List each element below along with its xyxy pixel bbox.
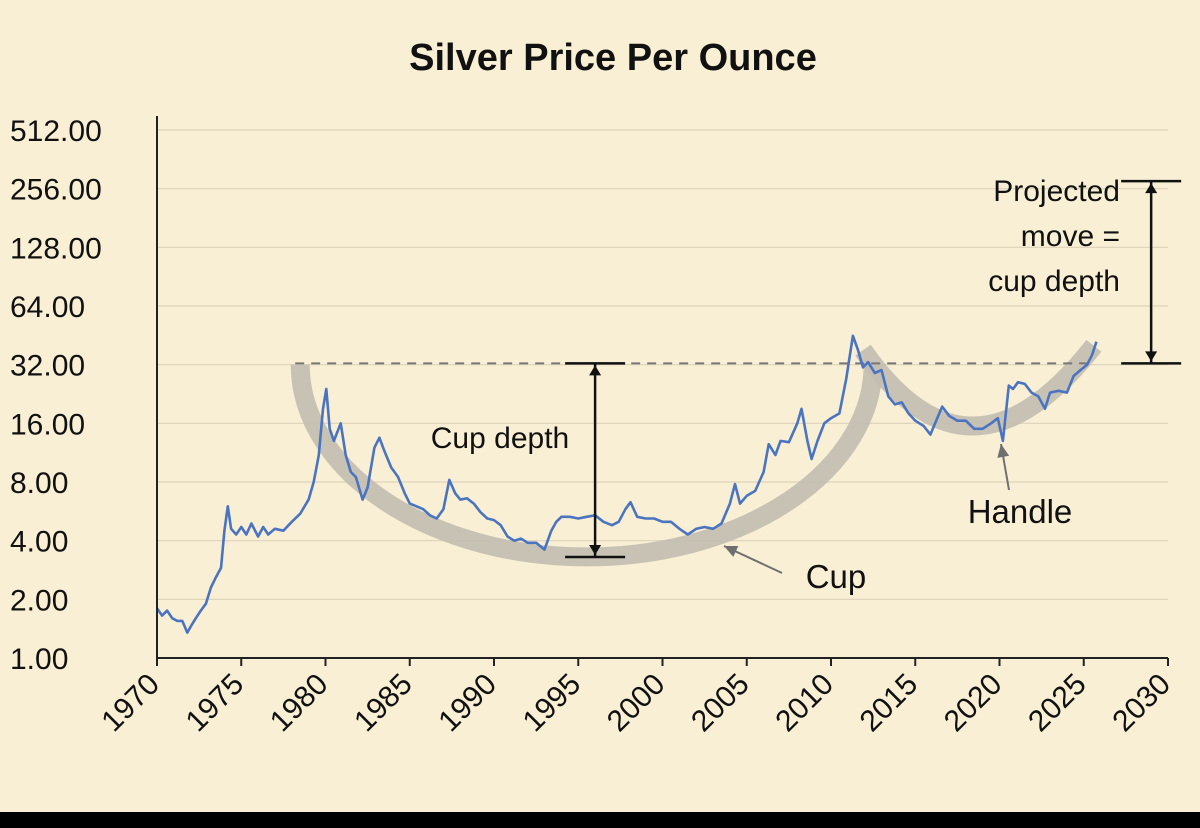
chart-title: Silver Price Per Ounce [409,37,817,79]
handle-label: Handle [968,493,1073,530]
price-series [155,334,1098,634]
cup-depth-bracket-arrow-down [589,544,602,555]
y-tick-label: 2.00 [10,584,68,617]
projected-move-bracket-arrow-down [1145,351,1158,362]
bottom-black-bar [0,812,1200,828]
y-tick-label: 8.00 [10,467,68,500]
projected-move-bracket [1121,179,1182,365]
cup-pointer-arrow-head [724,546,739,557]
handle-pointer-arrow [997,443,1010,491]
projected-label-line-3: cup depth [988,265,1120,298]
y-axis-labels: 1.00 2.00 4.00 8.00 16.00 32.00 64.00 128.00 256… [10,115,102,676]
y-tick-label: 16.00 [10,408,85,441]
cup-depth-label: Cup depth [431,422,569,455]
y-tick-label: 1.00 [10,643,68,676]
projected-label-line-2: move = [1021,220,1120,253]
projected-label-line-1: Projected [993,175,1120,208]
y-tick-label: 256.00 [10,174,102,207]
y-tick-label: 32.00 [10,350,85,383]
projected-move-bracket-arrow-up [1145,183,1158,194]
axes [156,116,1169,666]
handle-band [855,339,1102,436]
y-tick-label: 64.00 [10,291,85,324]
annotations: Cup depth Cup Handle Projected move = cu… [431,175,1182,595]
cup-pointer-arrow [723,545,783,574]
silver-price-line [155,334,1098,634]
cup-depth-bracket-arrow-up [589,365,602,376]
handle-pointer-arrow-head [997,444,1010,458]
y-tick-label: 512.00 [10,115,102,148]
y-tick-label: 128.00 [10,232,102,265]
y-tick-label: 4.00 [10,526,68,559]
cup-label: Cup [806,558,867,595]
cup-depth-bracket [565,362,626,559]
